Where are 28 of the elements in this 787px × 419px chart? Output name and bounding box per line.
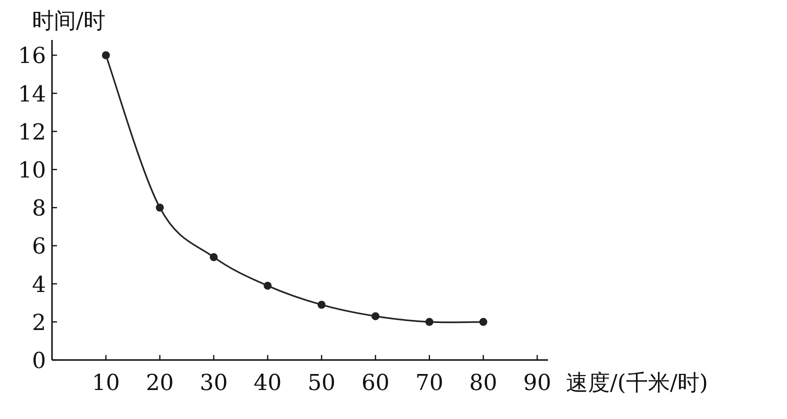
point bbox=[318, 300, 326, 309]
y-tick-label: 10 bbox=[18, 158, 46, 184]
x-axis-title: 速度/(千米/时) bbox=[566, 371, 708, 396]
point bbox=[425, 318, 434, 326]
x-tick-label: 40 bbox=[254, 371, 282, 396]
point bbox=[156, 204, 164, 212]
y-tick-label: 4 bbox=[32, 272, 46, 298]
x-tick-label: 20 bbox=[146, 371, 174, 396]
y-axis-title: 时间/时 bbox=[32, 9, 106, 34]
y-tick-label: 2 bbox=[32, 310, 46, 336]
y-tick-label: 6 bbox=[32, 234, 46, 260]
y-tick-label: 12 bbox=[18, 120, 46, 146]
x-tick-label: 30 bbox=[200, 371, 228, 396]
y-tick-label: 0 bbox=[32, 349, 46, 374]
point bbox=[264, 282, 272, 290]
x-tick-label: 90 bbox=[523, 371, 552, 396]
y-tick-label: 14 bbox=[18, 82, 46, 108]
x-tick-label: 60 bbox=[361, 371, 390, 396]
y-tick-label: 16 bbox=[18, 44, 46, 70]
point bbox=[479, 318, 488, 326]
y-tick-label: 8 bbox=[32, 196, 46, 222]
x-tick-label: 80 bbox=[469, 371, 498, 396]
x-tick-label: 10 bbox=[92, 371, 120, 396]
point bbox=[102, 51, 110, 60]
point bbox=[371, 312, 380, 320]
x-tick-label: 50 bbox=[308, 371, 336, 396]
x-tick-label: 70 bbox=[415, 371, 444, 396]
point bbox=[210, 253, 218, 262]
